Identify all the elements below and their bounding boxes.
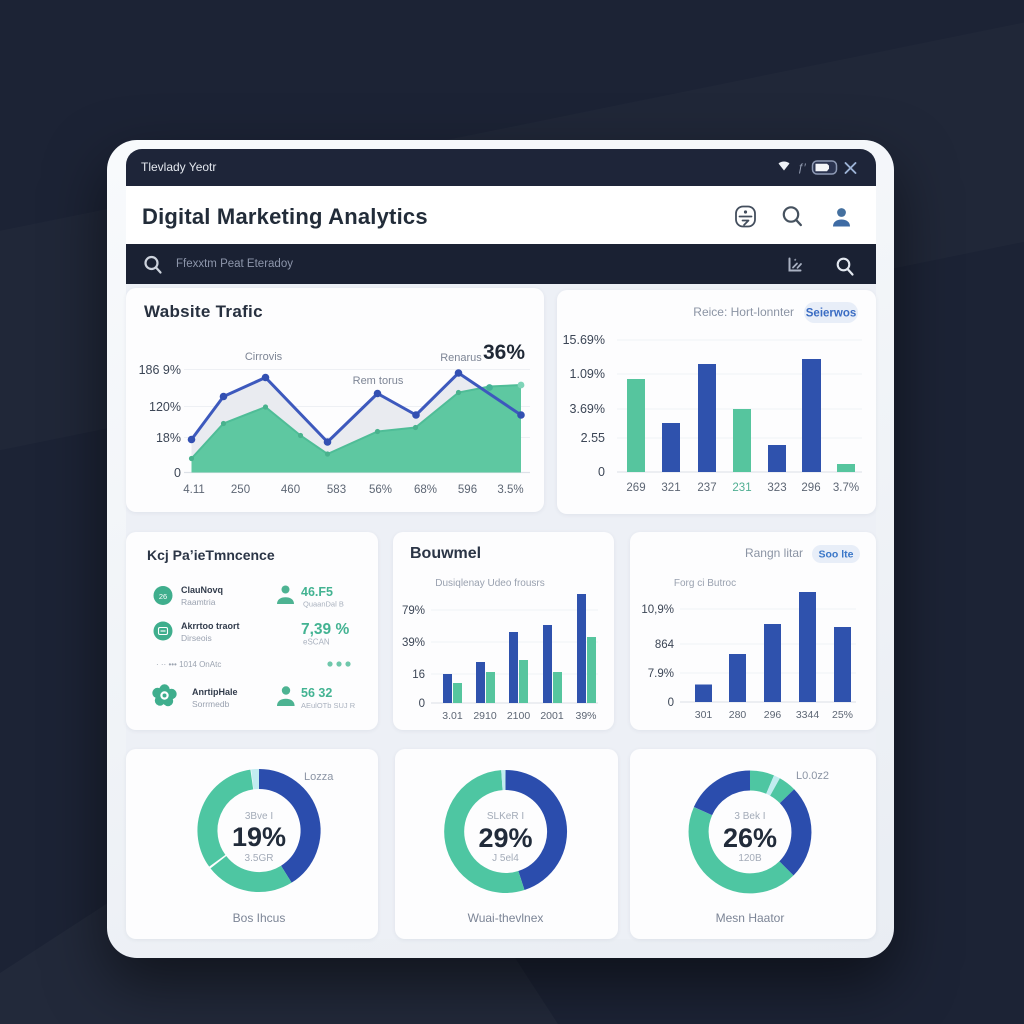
svg-text:3.69%: 3.69% [570,402,605,416]
svg-text:0: 0 [598,465,605,479]
svg-text:Mesn Haator: Mesn Haator [716,911,785,925]
svg-text:J 5el4: J 5el4 [492,853,519,864]
svg-text:68%: 68% [414,484,437,496]
svg-text:120%: 120% [149,400,181,414]
svg-text:eSCAN: eSCAN [303,638,330,647]
svg-text:2910: 2910 [473,710,497,722]
svg-text:Dirseois: Dirseois [181,633,212,643]
svg-text:3344: 3344 [796,709,820,721]
svg-text:7,39 %: 7,39 % [301,621,349,638]
svg-text:Raamtria: Raamtria [181,597,216,607]
svg-text:39%: 39% [402,637,425,649]
svg-text:186 9%: 186 9% [139,363,181,377]
svg-text:296: 296 [801,482,820,494]
svg-text:15.69%: 15.69% [563,333,605,347]
svg-text:SLKeR I: SLKeR I [487,811,524,822]
svg-text:ƒ′: ƒ′ [798,162,806,174]
svg-text:3 Bek I: 3 Bek I [734,811,765,822]
svg-text:280: 280 [729,709,747,721]
svg-text:Kcj PaʼieTmncence: Kcj PaʼieTmncence [147,547,275,563]
svg-text:Sorrmedb: Sorrmedb [192,699,230,709]
svg-text:3.5GR: 3.5GR [245,853,274,864]
svg-text:2100: 2100 [507,710,531,722]
svg-text:56 32: 56 32 [301,686,332,700]
svg-text:2.55: 2.55 [581,431,605,445]
svg-text:296: 296 [764,709,782,721]
svg-text:36%: 36% [483,341,525,364]
svg-text:16: 16 [412,669,425,681]
svg-text:250: 250 [231,484,250,496]
svg-text:L0.0z2: L0.0z2 [796,770,829,782]
svg-text:Cirrovis: Cirrovis [245,351,283,363]
svg-text:Akrrtoo traort: Akrrtoo traort [181,621,240,631]
svg-text:Dusiqlenay Udeo frousrs: Dusiqlenay Udeo frousrs [435,578,545,589]
svg-text:⋆: ⋆ [793,257,797,264]
svg-text:Rem torus: Rem torus [353,375,404,387]
svg-text:Seierwos: Seierwos [806,308,857,320]
svg-text:237: 237 [697,482,716,494]
svg-text:46.F5: 46.F5 [301,585,333,599]
svg-text:Wabsite Trafic: Wabsite Trafic [144,302,263,321]
svg-text:3.5%: 3.5% [497,484,523,496]
svg-text:269: 269 [626,482,645,494]
svg-text:39%: 39% [575,710,596,722]
svg-text:460: 460 [281,484,300,496]
svg-text:4.11: 4.11 [183,484,205,496]
svg-text:56%: 56% [369,484,392,496]
svg-text:Forg ci Butroc: Forg ci Butroc [674,578,736,589]
svg-text:29%: 29% [478,823,532,853]
svg-text:7.9%: 7.9% [648,668,674,680]
svg-text:596: 596 [458,484,477,496]
svg-text:26: 26 [159,592,167,601]
svg-text:AnrtipHale: AnrtipHale [192,687,238,697]
svg-text:321: 321 [661,482,680,494]
svg-text:Bos Ihcus: Bos Ihcus [233,911,286,925]
svg-text:0: 0 [174,466,181,480]
svg-text:3.01: 3.01 [442,710,463,722]
svg-text:25%: 25% [832,709,853,721]
svg-text:79%: 79% [402,605,425,617]
svg-text:26%: 26% [723,823,777,853]
svg-text:864: 864 [655,639,675,651]
svg-text:19%: 19% [232,822,286,852]
svg-text:18%: 18% [156,431,181,445]
svg-text:120B: 120B [738,853,762,864]
svg-text:0: 0 [668,697,674,709]
svg-text:3.7%: 3.7% [833,482,859,494]
svg-text:301: 301 [695,709,713,721]
svg-text:QuaanDal B: QuaanDal B [303,600,344,609]
svg-text:Reice: Hort-lonnter: Reice: Hort-lonnter [693,305,794,319]
svg-text:583: 583 [327,484,346,496]
svg-text:Wuai-thevlnex: Wuai-thevlnex [468,911,544,925]
svg-text:Lozza: Lozza [304,771,334,783]
svg-text:0: 0 [419,698,425,710]
svg-text:323: 323 [767,482,786,494]
svg-text:2001: 2001 [540,710,564,722]
svg-text:ClauNovq: ClauNovq [181,585,223,595]
svg-text:3Bve I: 3Bve I [245,811,273,822]
svg-text:231: 231 [732,482,751,494]
svg-text:Renarus: Renarus [440,352,482,364]
svg-text:1.09%: 1.09% [570,367,605,381]
svg-text:Rangn litar: Rangn litar [745,546,803,560]
svg-text:10,9%: 10,9% [641,604,674,616]
svg-text:· ·· ••• 1014 OnAtc: · ·· ••• 1014 OnAtc [156,660,221,669]
svg-text:Bouwmel: Bouwmel [410,545,481,562]
svg-text:AEulOTb SUJ R: AEulOTb SUJ R [301,701,356,710]
svg-text:Soo lte: Soo lte [818,549,853,561]
